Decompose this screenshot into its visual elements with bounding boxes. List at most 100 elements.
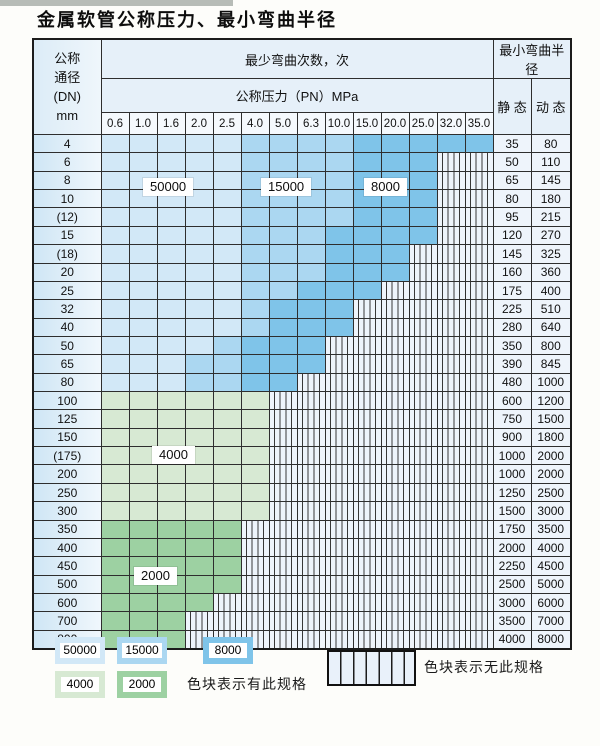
spec-cell [100,409,130,429]
spec-cell [408,207,438,227]
no-spec-cell [436,354,466,374]
spec-cell [184,354,214,374]
dynamic-radius-cell: 215 [530,207,572,227]
no-spec-cell [464,446,494,466]
no-spec-cell [352,446,382,466]
table-row: 32 225 510 [32,299,572,319]
static-radius-cell: 225 [492,299,532,319]
spec-cell [156,354,186,374]
dn-cell: 6 [32,152,102,172]
spec-cell [296,354,326,374]
spec-cell [240,317,270,337]
no-spec-cell [408,317,438,337]
spec-cell [128,427,158,448]
spec-cell [184,501,214,521]
dynamic-radius-cell: 110 [530,152,572,172]
no-spec-cell [436,427,466,448]
no-spec-cell [352,629,382,650]
dn-cell: 250 [32,482,102,503]
spec-cell [156,335,186,356]
cycles-region-label: 8000 [364,178,407,196]
spec-cell [352,207,382,227]
no-spec-cell [240,556,270,576]
static-radius-cell: 1000 [492,464,532,484]
no-spec-cell [268,464,298,484]
legend-swatch-label: 8000 [209,643,247,658]
no-spec-cell [464,556,494,576]
spec-cell [128,207,158,227]
no-spec-cell [296,611,326,631]
spec-cell [296,335,326,356]
spec-cell [156,280,186,301]
spec-cell [184,133,214,154]
no-spec-cell [380,464,410,484]
no-spec-cell [436,170,466,191]
dynamic-radius-cell: 3500 [530,519,572,539]
no-spec-cell [296,592,326,613]
spec-cell [268,335,298,356]
no-spec-cell [380,611,410,631]
spec-cell [296,280,326,301]
no-spec-cell [380,501,410,521]
spec-cell [100,537,130,558]
no-spec-cell [352,335,382,356]
pressure-col-header: 1.6 [156,112,186,135]
spec-cell [128,482,158,503]
spec-cell [268,262,298,282]
table-row: (12) 95 215 [32,207,572,227]
dn-column-header: 公称 通径 (DN) mm [32,38,102,135]
dynamic-radius-cell: 4500 [530,556,572,576]
spec-cell [100,133,130,154]
spec-cell [324,189,354,209]
no-spec-cell [352,611,382,631]
spec-cell [100,280,130,301]
no-spec-cell [464,280,494,301]
spec-cell [184,207,214,227]
no-spec-cell [296,446,326,466]
no-spec-cell [436,519,466,539]
spec-cell [100,299,130,319]
spec-cell [296,225,326,246]
spec-cell [240,482,270,503]
spec-cell [128,537,158,558]
no-spec-cell [324,409,354,429]
dn-cell: 700 [32,611,102,631]
spec-cell [100,189,130,209]
spec-cell [296,152,326,172]
spec-cell [240,133,270,154]
no-spec-cell [380,335,410,356]
dynamic-radius-cell: 640 [530,317,572,337]
no-spec-cell [408,501,438,521]
spec-cell [212,207,242,227]
spec-cell [128,280,158,301]
spec-cell [296,299,326,319]
spec-cell [408,170,438,191]
dynamic-column-header: 动 态 [530,78,572,135]
dn-cell: (18) [32,244,102,264]
spec-cell [212,317,242,337]
pressure-col-header: 32.0 [436,112,466,135]
dn-header-line: mm [56,108,79,123]
pressure-col-header: 5.0 [268,112,298,135]
table-row: 600 3000 6000 [32,592,572,613]
pressure-header-row: 0.6 1.0 1.6 2.0 2.5 4.0 5.0 6.3 10.0 15.0 20.0 25.0… [33,112,571,135]
no-spec-cell [240,574,270,594]
no-spec-cell [408,427,438,448]
static-radius-cell: 1250 [492,482,532,503]
spec-cell [240,225,270,246]
no-spec-cell [296,501,326,521]
spec-cell [100,262,130,282]
static-radius-cell: 480 [492,372,532,393]
no-spec-cell [464,629,494,650]
no-spec-cell [380,427,410,448]
page-title: 金属软管公称压力、最小弯曲半径 [37,10,337,31]
spec-cell [352,244,382,264]
static-radius-cell: 120 [492,225,532,246]
spec-cell [352,133,382,154]
no-spec-cell [436,446,466,466]
no-spec-cell [408,354,438,374]
no-spec-cell [324,574,354,594]
no-spec-cell [408,409,438,429]
spec-cell [156,262,186,282]
spec-cell [324,133,354,154]
